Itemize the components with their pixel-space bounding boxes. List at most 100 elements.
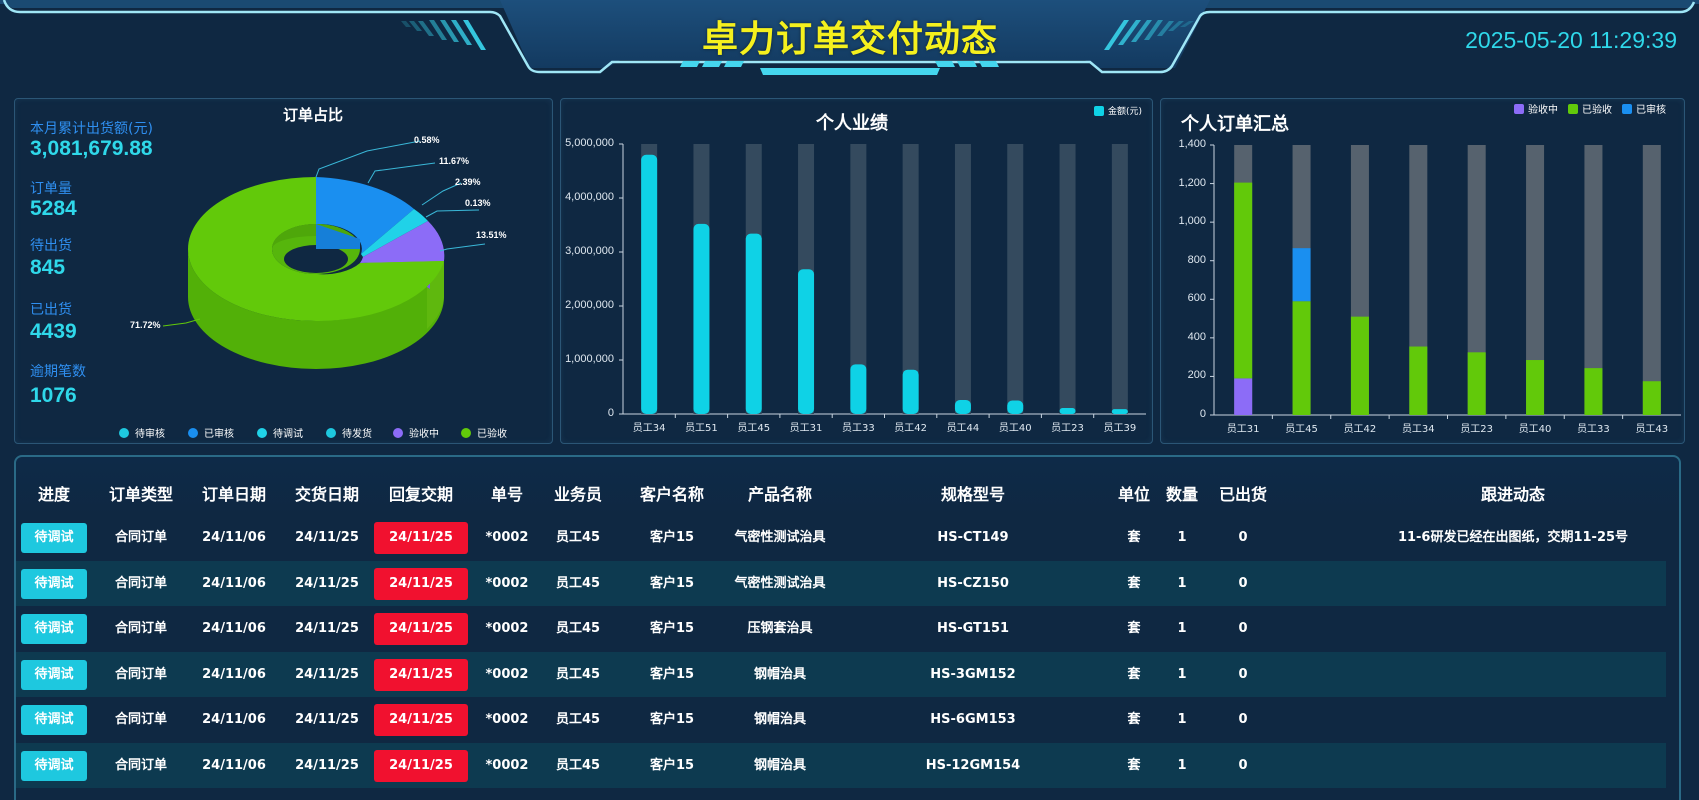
table-row[interactable]: 待调试 合同订单 24/11/06 24/11/25 24/11/25 *0002 员工45… xyxy=(16,651,1666,697)
column-header-progress[interactable]: 进度 xyxy=(37,485,70,504)
bar-员工40[interactable] xyxy=(1007,400,1024,415)
cell-salesperson: 员工45 xyxy=(555,575,601,591)
cell-product-name: 气密性测试治具 xyxy=(734,530,826,545)
cell-order-type: 合同订单 xyxy=(114,621,167,636)
cell-product-name: 气密性测试治具 xyxy=(734,575,826,591)
table-row[interactable]: 待调试 合同订单 24/11/06 24/11/25 24/11/25 *0002 员工45… xyxy=(16,560,1666,606)
stat-value-monthly-shipment: 3,081,679.88 xyxy=(30,137,153,160)
legend-item-accepting[interactable]: 验收中 xyxy=(393,425,439,440)
status-badge[interactable]: 待调试 xyxy=(21,568,87,599)
cell-shipped: 0 xyxy=(1238,666,1248,682)
stat-label-order-count: 订单量 xyxy=(30,181,72,197)
bar-segment-已验收[interactable] xyxy=(1467,352,1486,415)
cell-delivery-date: 24/11/25 xyxy=(295,621,359,636)
column-header-order-type[interactable]: 订单类型 xyxy=(108,485,173,504)
x-tick-label: 员工42 xyxy=(894,423,927,434)
cell-spec-model: HS-CZ150 xyxy=(937,575,1009,591)
bar-segment-已验收[interactable] xyxy=(1642,381,1661,415)
bar-员工23[interactable] xyxy=(1059,408,1076,414)
cell-delivery-date: 24/11/25 xyxy=(295,575,359,591)
cell-order-no: *0002 xyxy=(485,666,529,682)
legend-item-reviewed[interactable]: 已审核 xyxy=(1622,101,1666,116)
column-header-order-date[interactable]: 订单日期 xyxy=(201,485,266,504)
status-badge[interactable]: 待调试 xyxy=(21,705,87,735)
bar-员工33[interactable] xyxy=(850,364,867,414)
column-header-product-name[interactable]: 产品名称 xyxy=(747,485,812,504)
legend-item-accepted[interactable]: 已验收 xyxy=(461,425,507,440)
y-tick-label: 0 xyxy=(1199,408,1206,420)
legend-item-pending-delivery[interactable]: 待发货 xyxy=(326,425,372,440)
column-header-reply-date[interactable]: 回复交期 xyxy=(388,485,453,504)
stat-label-shipped: 已出货 xyxy=(30,302,72,318)
cell-unit: 套 xyxy=(1127,530,1141,545)
status-badge[interactable]: 待调试 xyxy=(21,750,87,781)
bar-segment-已验收[interactable] xyxy=(1234,182,1253,379)
bar-segment-已验收[interactable] xyxy=(1292,301,1311,415)
column-header-unit[interactable]: 单位 xyxy=(1117,485,1150,504)
table-row[interactable]: 待调试 合同订单 24/11/06 24/11/25 24/11/25 *0002 员工45… xyxy=(16,742,1666,788)
y-tick-label: 1,400 xyxy=(1178,138,1206,150)
pie-label-pending-delivery: 0.13% xyxy=(465,198,491,208)
x-tick-label: 员工39 xyxy=(1103,423,1137,434)
bar-员工42[interactable] xyxy=(902,369,919,414)
table-row[interactable]: 待调试 合同订单 24/11/06 24/11/25 24/11/25 *0002 员工45… xyxy=(16,697,1666,743)
pie-label-accepting: 13.51% xyxy=(476,230,507,240)
column-header-delivery-date[interactable]: 交货日期 xyxy=(294,485,359,504)
table-row[interactable]: 待调试 合同订单 24/11/06 24/11/25 24/11/25 *0002 员工45… xyxy=(16,515,1666,561)
column-header-customer-name[interactable]: 客户名称 xyxy=(639,485,704,504)
bar-员工45[interactable] xyxy=(745,233,762,414)
cell-order-type: 合同订单 xyxy=(114,575,167,591)
bar-员工39[interactable] xyxy=(1111,409,1128,414)
bar-segment-已验收[interactable] xyxy=(1526,360,1545,415)
stat-value-shipped: 4439 xyxy=(30,320,77,343)
order-summary-stacked-bar-chart xyxy=(1210,144,1681,419)
table-row[interactable]: 待调试 合同订单 24/11/06 24/11/25 24/11/25 *0002 员工45… xyxy=(16,606,1666,652)
order-table: 进度 订单类型 订单日期 交货日期 回复交期 单号 业务员 客户名称 产品名称 规格型号 单位 数量 已… xyxy=(14,455,1681,800)
cell-salesperson: 员工45 xyxy=(555,530,601,545)
legend-item-reviewed[interactable]: 已审核 xyxy=(188,425,234,440)
bar-员工44[interactable] xyxy=(954,399,971,414)
cell-quantity: 1 xyxy=(1177,666,1187,682)
status-badge[interactable]: 待调试 xyxy=(21,523,87,553)
legend-item-accepted[interactable]: 已验收 xyxy=(1568,101,1612,116)
legend-item-pending-review[interactable]: 待审核 xyxy=(119,425,165,440)
x-tick-label: 员工31 xyxy=(789,423,823,434)
cell-order-date: 24/11/06 xyxy=(202,575,266,591)
bar-segment-验收中[interactable] xyxy=(1234,378,1253,415)
column-header-salesperson[interactable]: 业务员 xyxy=(553,485,602,504)
bar-segment-已验收[interactable] xyxy=(1350,316,1369,415)
column-header-spec-model[interactable]: 规格型号 xyxy=(940,485,1005,504)
stat-value-order-count: 5284 xyxy=(30,197,77,220)
reply-date-overdue-badge: 24/11/25 xyxy=(374,567,468,600)
personal-performance-panel: 个人业绩 金额(元) 0 1,000,000 2,000,000 3,000,000 4… xyxy=(560,98,1153,444)
performance-chart-title: 个人业绩 xyxy=(816,113,888,134)
cell-shipped: 0 xyxy=(1238,530,1248,545)
status-badge[interactable]: 待调试 xyxy=(21,659,87,690)
legend-item-pending-debug[interactable]: 待调试 xyxy=(257,425,303,440)
x-tick-label: 员工34 xyxy=(1401,424,1435,435)
reply-date-overdue-badge: 24/11/25 xyxy=(374,704,468,736)
column-header-followup[interactable]: 跟进动态 xyxy=(1480,485,1545,504)
legend-item-accepting[interactable]: 验收中 xyxy=(1514,101,1558,116)
x-tick-label: 员工40 xyxy=(1518,424,1552,435)
cell-followup xyxy=(1263,697,1679,743)
cell-shipped: 0 xyxy=(1238,757,1248,773)
column-header-shipped[interactable]: 已出货 xyxy=(1218,485,1267,504)
status-badge[interactable]: 待调试 xyxy=(21,614,87,644)
cell-order-date: 24/11/06 xyxy=(202,530,266,545)
column-header-quantity[interactable]: 数量 xyxy=(1165,485,1198,504)
cell-spec-model: HS-6GM153 xyxy=(930,712,1016,727)
bar-员工34[interactable] xyxy=(641,154,658,415)
bar-segment-已验收[interactable] xyxy=(1584,368,1603,415)
bar-员工51[interactable] xyxy=(693,223,710,414)
x-tick-label: 员工33 xyxy=(1577,424,1610,435)
cell-delivery-date: 24/11/25 xyxy=(295,757,359,773)
cell-followup xyxy=(1263,743,1679,789)
bar-员工31[interactable] xyxy=(798,269,815,414)
bar-segment-已审核[interactable] xyxy=(1292,248,1311,302)
legend-square-icon xyxy=(1094,105,1104,116)
legend-item-amount[interactable]: 金额(元) xyxy=(1094,104,1142,117)
x-tick-label: 员工34 xyxy=(632,423,666,434)
bar-segment-已验收[interactable] xyxy=(1409,346,1428,415)
column-header-order-no[interactable]: 单号 xyxy=(490,485,523,504)
